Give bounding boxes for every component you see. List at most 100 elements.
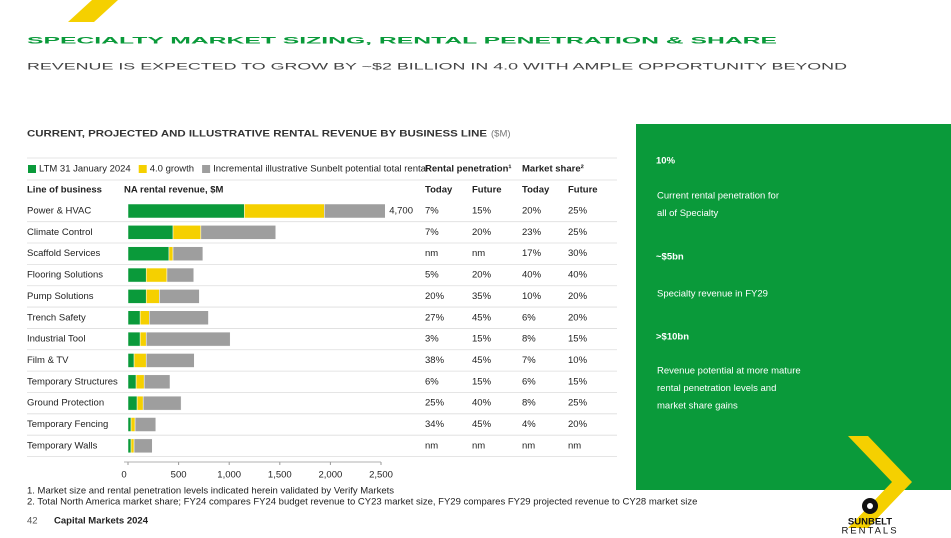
table-cell: 20%: [472, 227, 492, 238]
table-cell: 35%: [472, 291, 492, 302]
table-cell: 38%: [425, 355, 445, 366]
slide-subtitle: REVENUE IS EXPECTED TO GROW BY ~$2 BILLI…: [27, 62, 847, 73]
group-header: Rental penetration¹: [425, 164, 512, 175]
table-cell: 34%: [425, 419, 445, 430]
page-number: 42: [27, 516, 38, 527]
callout-text: all of Specialty: [657, 208, 719, 219]
logo-gear-hole: [867, 503, 873, 509]
legend-swatch: [28, 165, 36, 173]
bar-segment: [130, 438, 135, 454]
table-cell: 8%: [522, 334, 536, 345]
value-header: NA rental revenue, $M: [124, 185, 224, 196]
category-label: Pump Solutions: [27, 291, 94, 302]
table-cell: 7%: [522, 355, 536, 366]
footer-event: Capital Markets 2024: [54, 516, 149, 527]
bar-segment: [127, 438, 132, 454]
bar-segment: [127, 395, 138, 411]
corner-stripe: [68, 0, 118, 22]
legend-label: LTM 31 January 2024: [39, 164, 131, 175]
category-label: Film & TV: [27, 355, 69, 366]
footnote: 2. Total North America market share; FY2…: [27, 497, 697, 508]
table-cell: nm: [425, 440, 438, 451]
table-cell: 25%: [568, 398, 588, 409]
bar-segment: [133, 353, 147, 368]
bar-segment: [127, 374, 137, 390]
column-header: Today: [522, 185, 550, 196]
table-cell: 20%: [425, 291, 445, 302]
table-cell: 20%: [568, 291, 588, 302]
table-cell: nm: [472, 440, 485, 451]
bar-segment: [136, 395, 144, 411]
bar-segment: [166, 267, 195, 283]
highlight-panel: [636, 124, 951, 490]
chart-title-unit: ($M): [491, 129, 511, 140]
table-cell: 23%: [522, 227, 542, 238]
bar-segment: [127, 289, 147, 304]
group-header: Market share²: [522, 164, 584, 175]
bar-segment: [127, 246, 170, 261]
table-cell: nm: [568, 440, 581, 451]
table-cell: 25%: [568, 206, 588, 217]
column-header: Future: [472, 185, 502, 196]
category-label: Temporary Walls: [27, 440, 98, 451]
table-cell: 15%: [472, 206, 492, 217]
table-cell: 40%: [472, 398, 492, 409]
bar-segment: [244, 203, 325, 219]
bar-segment: [133, 438, 153, 454]
bar-segment: [324, 203, 385, 219]
bar-segment: [142, 395, 182, 411]
table-cell: 27%: [425, 312, 445, 323]
bar-segment: [127, 331, 141, 347]
table-cell: 20%: [472, 270, 492, 281]
legend-label: Incremental illustrative Sunbelt potenti…: [213, 164, 428, 175]
table-cell: nm: [472, 248, 485, 259]
category-label: Industrial Tool: [27, 334, 85, 345]
bar-segment: [172, 246, 204, 261]
bar-segment: [139, 331, 147, 347]
x-tick-label: 1,000: [217, 470, 241, 481]
table-cell: 6%: [522, 312, 536, 323]
bar-segment: [127, 353, 135, 368]
slide-title: SPECIALTY MARKET SIZING, RENTAL PENETRAT…: [27, 36, 777, 47]
bar-segment: [168, 246, 174, 261]
x-tick-label: 500: [171, 470, 187, 481]
table-cell: 20%: [522, 206, 542, 217]
bar-segment: [200, 225, 277, 240]
table-cell: 17%: [522, 248, 542, 259]
table-cell: 15%: [568, 376, 588, 387]
category-label: Temporary Structures: [27, 376, 118, 387]
bar-segment: [145, 289, 160, 304]
table-cell: 45%: [472, 355, 492, 366]
plot-area: [127, 203, 385, 454]
table-cell: 7%: [425, 227, 439, 238]
x-tick-label: 2,500: [369, 470, 393, 481]
table-cell: nm: [425, 248, 438, 259]
bar-segment: [130, 417, 136, 432]
callout-value: 10%: [656, 156, 676, 167]
bar-segment: [134, 417, 157, 432]
table-cell: 45%: [472, 419, 492, 430]
x-tick-label: 1,500: [268, 470, 292, 481]
bar-segment: [145, 267, 168, 283]
table-cell: 10%: [568, 355, 588, 366]
bar-segment: [127, 203, 245, 219]
bar-segment: [145, 353, 195, 368]
callout-value: >$10bn: [656, 332, 689, 343]
logo-name: SUNBELT: [848, 517, 892, 528]
bar-segment: [172, 225, 202, 240]
table-cell: 25%: [425, 398, 445, 409]
bar-segment: [127, 267, 147, 283]
x-tick-label: 2,000: [319, 470, 343, 481]
bar-segment: [127, 225, 174, 240]
table-cell: 3%: [425, 334, 439, 345]
bar-segment: [127, 310, 141, 325]
category-label: Trench Safety: [27, 312, 86, 323]
category-label: Flooring Solutions: [27, 270, 103, 281]
table-cell: 10%: [522, 291, 542, 302]
table-cell: 4%: [522, 419, 536, 430]
column-header: Future: [568, 185, 598, 196]
chart-title: CURRENT, PROJECTED AND ILLUSTRATIVE RENT…: [27, 129, 487, 140]
callout-value: ~$5bn: [656, 252, 684, 263]
table-cell: 15%: [472, 334, 492, 345]
table-cell: 6%: [522, 376, 536, 387]
